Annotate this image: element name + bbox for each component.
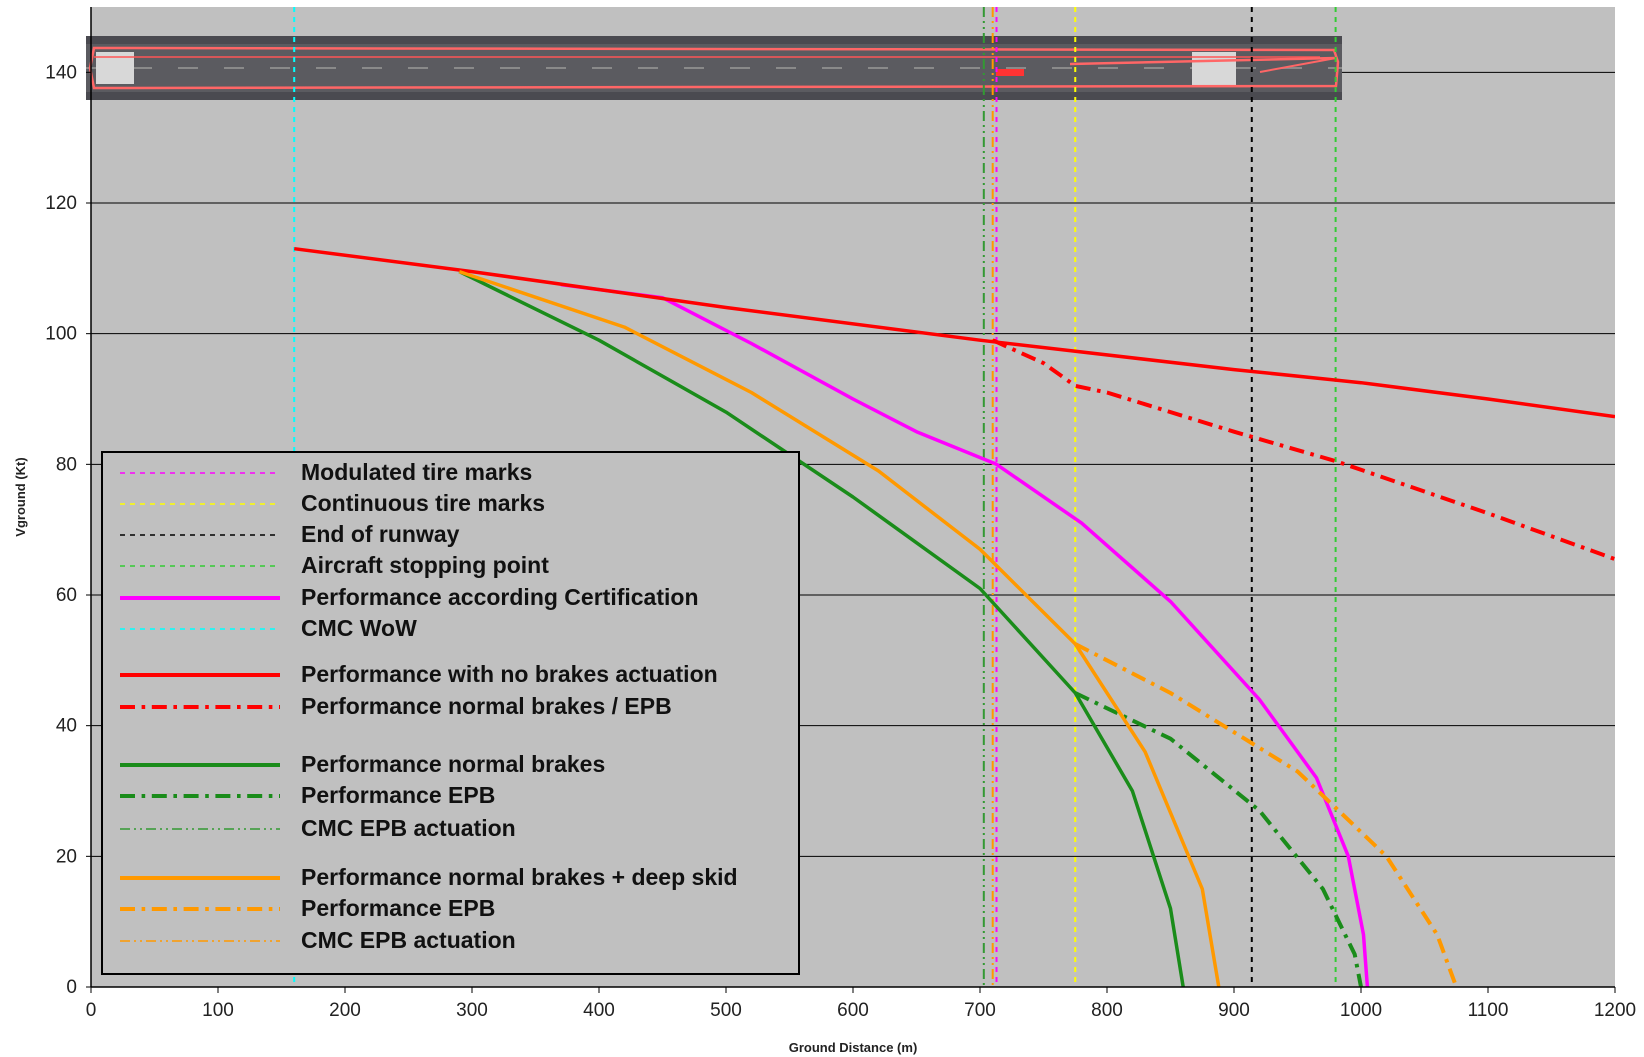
x-tick-label: 800: [1091, 1000, 1123, 1021]
x-tick-label: 1100: [1468, 1000, 1509, 1021]
x-tick-label: 100: [202, 1000, 234, 1021]
y-tick-label: 0: [66, 977, 77, 998]
legend: Modulated tire marks Continuous tire mark…: [101, 451, 800, 975]
series-line-performance-epb-4: [1074, 691, 1363, 987]
legend-label: End of runway: [301, 521, 460, 547]
runway-aerial-photo: [86, 36, 1342, 100]
y-tick-label: 100: [45, 324, 77, 345]
y-tick-label: 20: [56, 846, 77, 867]
series-line-performance-according-certification-0: [560, 282, 1370, 987]
legend-label: Modulated tire marks: [301, 459, 532, 485]
series-line-performance-with-no-brakes-actuation-1: [293, 246, 1615, 419]
x-axis-ticks: 0 100 200 300 400 500 600 700 800 900 1000 1100 1200: [86, 987, 1636, 1021]
y-tick-label: 120: [45, 193, 77, 214]
series-line-performance-epb-6: [1074, 642, 1459, 987]
y-tick-label: 60: [56, 585, 77, 606]
series-line-performance-normal-brakes-3: [458, 270, 1185, 987]
legend-box: [101, 451, 800, 975]
legend-label: Performance normal brakes + deep skid: [301, 864, 738, 890]
x-tick-label: 1200: [1594, 1000, 1636, 1021]
x-axis-title: Ground Distance (m): [789, 1040, 918, 1055]
x-tick-label: 600: [837, 1000, 869, 1021]
x-tick-label: 900: [1218, 1000, 1250, 1021]
legend-label: Performance according Certification: [301, 584, 699, 610]
y-axis-title: Vground (Kt): [13, 457, 28, 536]
legend-label: CMC EPB actuation: [301, 927, 516, 953]
x-tick-label: 500: [710, 1000, 742, 1021]
vertical-markers: [293, 7, 1337, 987]
x-tick-label: 400: [583, 1000, 615, 1021]
legend-label: Performance with no brakes actuation: [301, 661, 718, 687]
x-tick-label: 0: [86, 1000, 97, 1021]
y-tick-label: 140: [45, 62, 77, 83]
data-series: [293, 246, 1615, 987]
y-tick-label: 40: [56, 716, 77, 737]
x-tick-label: 700: [964, 1000, 996, 1021]
legend-label: CMC EPB actuation: [301, 815, 516, 841]
x-tick-label: 300: [456, 1000, 488, 1021]
legend-label: Aircraft stopping point: [301, 552, 549, 578]
legend-label: Performance EPB: [301, 782, 495, 808]
series-line-performance-normal-brakes-deep-skid-5: [458, 269, 1221, 987]
legend-label: CMC WoW: [301, 615, 417, 641]
series-line-performance-normal-brakes-epb-2: [991, 338, 1615, 561]
x-tick-label: 200: [329, 1000, 361, 1021]
legend-label: Performance normal brakes / EPB: [301, 693, 672, 719]
x-tick-label: 1000: [1340, 1000, 1382, 1021]
legend-label: Performance EPB: [301, 895, 495, 921]
legend-label: Performance normal brakes: [301, 751, 605, 777]
y-axis-ticks: 0 20 40 60 80 100 120 140: [45, 62, 91, 998]
legend-label: Continuous tire marks: [301, 490, 545, 516]
y-tick-label: 80: [56, 454, 77, 475]
